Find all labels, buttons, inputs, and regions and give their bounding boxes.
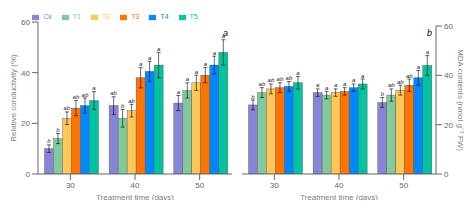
svg-text:a: a [157,46,161,52]
svg-text:a: a [296,70,300,76]
svg-text:b: b [56,127,60,133]
svg-text:b: b [251,94,255,100]
html-text:T3: T3 [131,13,140,20]
svg-text:ab: ab [397,79,404,85]
svg-text:0: 0 [444,170,449,179]
svg-text:20: 20 [21,119,30,128]
svg-text:Treatment time (days): Treatment time (days) [96,193,174,200]
svg-text:a: a [316,82,320,88]
svg-text:40: 40 [21,69,30,78]
svg-text:b: b [381,91,385,97]
html-text:T1: T1 [72,13,81,20]
svg-text:Treatment time (days): Treatment time (days) [300,193,378,200]
svg-text:ab: ab [64,105,71,111]
svg-text:0: 0 [26,170,31,179]
svg-text:40: 40 [131,181,140,190]
svg-text:40: 40 [335,181,344,190]
svg-text:30: 30 [270,181,279,190]
svg-text:60: 60 [444,22,453,31]
svg-text:a: a [334,82,338,88]
svg-text:ab: ab [406,73,413,79]
svg-text:30: 30 [66,181,75,190]
html-text:b: b [427,28,432,38]
html-text:T5: T5 [189,13,198,20]
svg-text:a: a [352,77,356,83]
svg-text:40: 40 [444,71,453,80]
svg-text:60: 60 [21,18,30,27]
svg-text:a: a [213,50,217,56]
svg-text:ab: ab [82,92,89,98]
svg-text:50: 50 [195,181,204,190]
svg-text:a: a [148,55,152,61]
svg-text:ab: ab [388,82,395,88]
svg-text:ab: ab [259,81,266,87]
svg-text:50: 50 [399,181,408,190]
svg-text:ab: ab [110,90,117,96]
svg-text:a: a [325,85,329,91]
svg-text:ab: ab [73,94,80,100]
svg-text:ab: ab [128,98,135,104]
svg-text:a: a [186,76,190,82]
svg-text:a: a [139,61,143,67]
svg-text:20: 20 [444,121,453,130]
svg-text:a: a [426,49,430,55]
svg-text:b: b [47,138,51,144]
svg-text:ab: ab [268,77,275,83]
svg-text:a: a [92,85,96,91]
html-text:T4: T4 [160,13,169,20]
svg-text:a: a [195,69,199,75]
svg-text:a: a [177,89,181,95]
svg-text:a: a [204,61,208,67]
html-text:T2: T2 [102,13,111,20]
svg-text:Relative conductivity (%): Relative conductivity (%) [9,54,18,142]
html-text:Ck: Ck [43,13,52,20]
svg-text:MDA contents (nmol g⁻¹ FW): MDA contents (nmol g⁻¹ FW) [456,49,465,151]
svg-text:ab: ab [286,75,293,81]
svg-text:a: a [417,64,421,70]
svg-text:a: a [361,73,365,79]
svg-text:a: a [343,81,347,87]
svg-text:ab: ab [277,76,284,82]
svg-text:b: b [121,103,125,109]
